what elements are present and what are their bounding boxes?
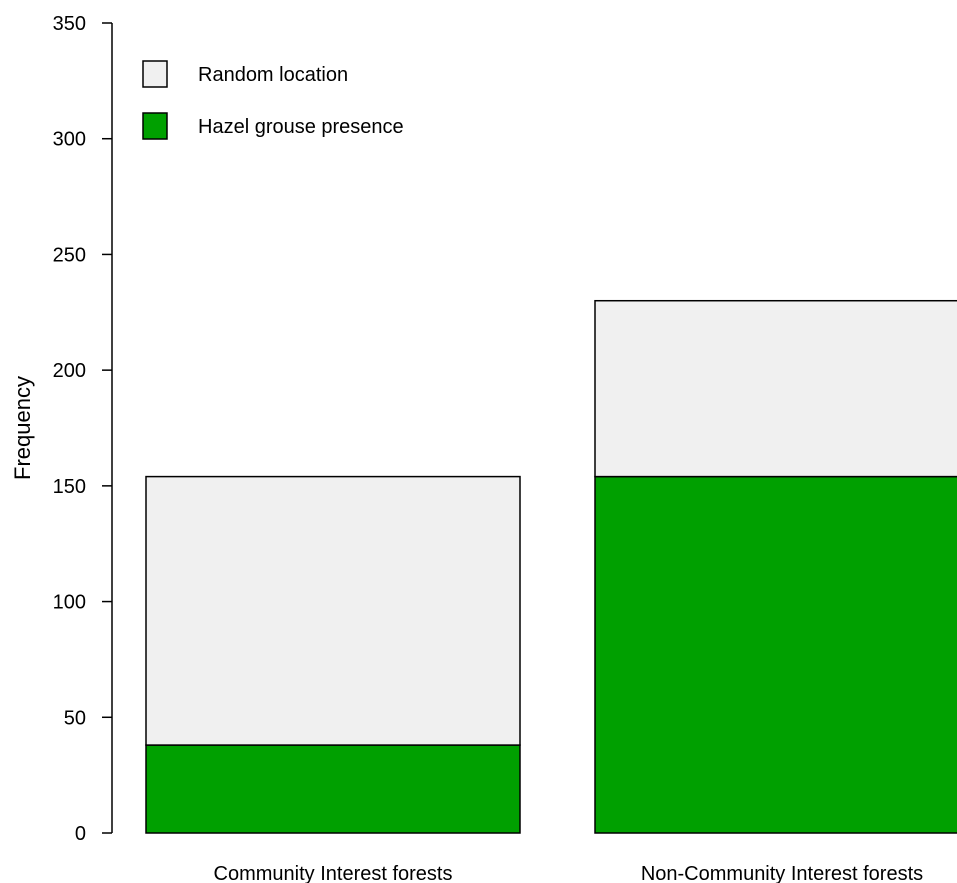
y-tick-label: 200 (53, 360, 86, 382)
x-category-label: Non-Community Interest forests (641, 863, 923, 883)
x-category-label: Community Interest forests (214, 863, 453, 883)
y-tick-label: 250 (53, 244, 86, 266)
y-axis: 0 50 100 150 200 250 300 350 (53, 13, 113, 845)
legend-label: Hazel grouse presence (198, 116, 404, 138)
y-tick-label: 350 (53, 13, 86, 35)
bar-segment-presence-1 (145, 744, 521, 834)
y-tick-label: 100 (53, 592, 86, 614)
y-axis-title: Frequency (10, 376, 35, 480)
bar-segment-random-2 (594, 299, 957, 478)
bar-segment-random-1 (145, 475, 521, 746)
legend: Random location Hazel grouse presence (142, 60, 404, 140)
y-tick-label: 300 (53, 129, 86, 151)
bars-group (145, 299, 957, 834)
bar-segment-presence-2 (594, 475, 957, 834)
legend-swatch (142, 112, 168, 140)
y-tick-label: 0 (75, 823, 86, 845)
legend-swatch (142, 60, 168, 88)
y-tick-label: 50 (64, 707, 86, 729)
y-tick-label: 150 (53, 476, 86, 498)
x-axis-labels: Community Interest forests Non-Community … (214, 863, 924, 883)
legend-label: Random location (198, 64, 348, 86)
